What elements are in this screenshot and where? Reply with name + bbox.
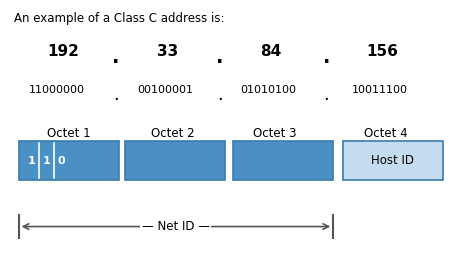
Text: 1: 1 [28,156,35,166]
Text: .: . [113,86,118,104]
Text: .: . [112,48,119,67]
Text: Host ID: Host ID [371,154,414,167]
Text: 192: 192 [47,44,79,59]
Text: 33: 33 [157,44,178,59]
Text: An example of a Class C address is:: An example of a Class C address is: [14,12,225,25]
Text: 0: 0 [58,156,65,166]
Text: .: . [322,48,330,67]
Text: .: . [323,86,329,104]
Text: 84: 84 [260,44,281,59]
Text: — Net ID —: — Net ID — [142,220,210,233]
Bar [125,141,225,180]
Text: Octet 3: Octet 3 [253,127,297,140]
Text: 156: 156 [366,44,398,59]
Text: .: . [216,48,224,67]
Text: 10011100: 10011100 [352,84,408,95]
Bar [233,141,333,180]
Text: .: . [217,86,223,104]
Bar [19,141,119,180]
Text: Octet 1: Octet 1 [47,127,91,140]
Text: 00100001: 00100001 [137,84,193,95]
Text: 11000000: 11000000 [29,84,85,95]
Bar [343,141,443,180]
Text: 01010100: 01010100 [240,84,296,95]
Text: Octet 2: Octet 2 [151,127,194,140]
Text: 1: 1 [43,156,50,166]
Text: Octet 4: Octet 4 [364,127,408,140]
